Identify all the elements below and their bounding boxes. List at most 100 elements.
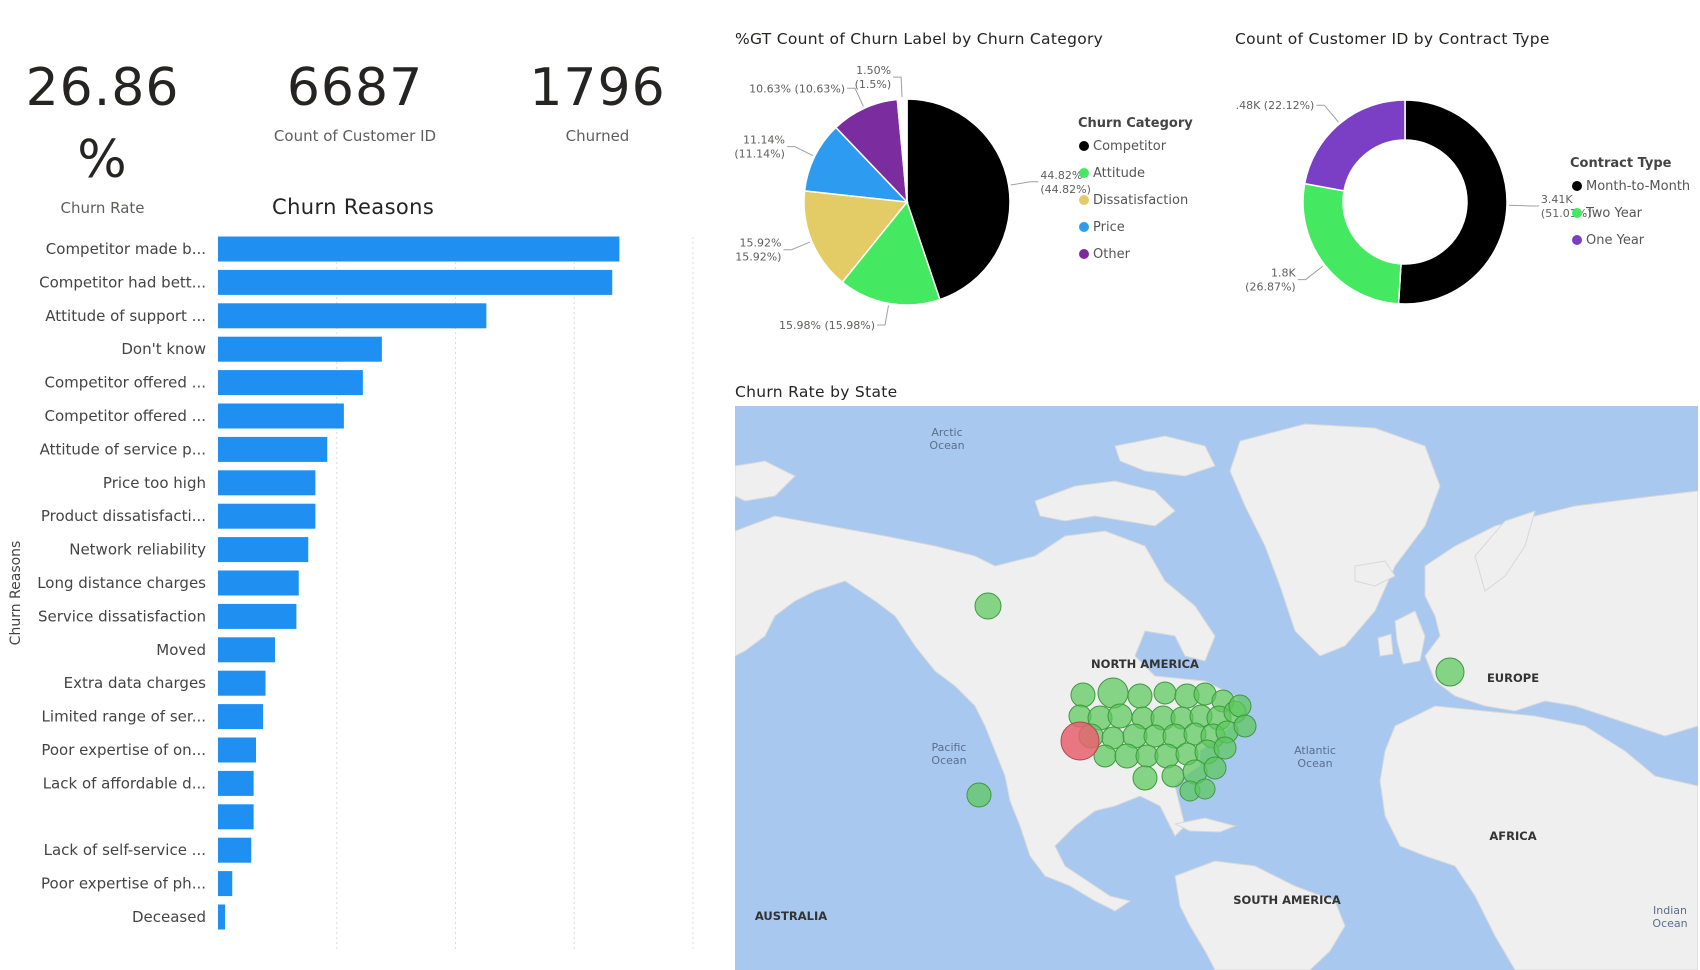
y-tick-label: Service dissatisfaction (38, 607, 206, 625)
state-bubble[interactable] (1114, 743, 1140, 769)
state-bubble[interactable] (1132, 765, 1158, 791)
pie-slice[interactable] (896, 98, 908, 203)
legend-item-label[interactable]: Month-to-Month (1586, 179, 1690, 194)
kpi-label: Count of Customer ID (273, 127, 437, 145)
bar[interactable] (218, 537, 309, 563)
churn-reasons-bar-chart: Churn Reasons Competitor made b... Compet… (8, 236, 694, 951)
legend-item-label[interactable]: One Year (1586, 233, 1645, 248)
pie-data-label: 1.50% (1.5%) (855, 64, 892, 91)
bar[interactable] (218, 336, 382, 362)
state-bubble[interactable] (1203, 756, 1227, 780)
africa-land (1379, 705, 1698, 970)
donut-slice[interactable] (1302, 182, 1402, 305)
pie-legend-title: Churn Category (1078, 116, 1193, 131)
bar[interactable] (218, 804, 254, 830)
kpi-label: Churn Rate (60, 199, 145, 217)
legend-item-label[interactable]: Other (1093, 247, 1131, 262)
bar[interactable] (218, 670, 266, 696)
state-bubble[interactable] (1435, 657, 1465, 687)
kpi-churn-rate: 26.86 % Churn Rate (10, 52, 195, 217)
map-label-europe: EUROPE (1487, 671, 1539, 685)
y-tick-label: Deceased (132, 908, 206, 926)
donut-chart-title: Count of Customer ID by Contract Type (1235, 30, 1550, 48)
map-canvas[interactable]: Arctic Ocean Pacific Ocean Atlantic Ocean Indi… (735, 406, 1698, 970)
leader-line (877, 305, 890, 326)
bar[interactable] (218, 603, 297, 629)
bar[interactable] (218, 737, 256, 763)
state-bubble[interactable] (1107, 703, 1133, 729)
state-bubble[interactable] (1070, 682, 1096, 708)
bar[interactable] (218, 637, 275, 663)
leader-line (783, 241, 811, 251)
y-tick-label: Attitude of service p... (40, 440, 206, 458)
bar[interactable] (218, 303, 487, 329)
bar[interactable] (218, 503, 316, 529)
pie-slice[interactable] (834, 98, 908, 205)
state-bubble[interactable] (1228, 694, 1252, 718)
bar[interactable] (218, 403, 344, 429)
state-bubble[interactable] (974, 592, 1002, 620)
legend-marker (1572, 181, 1582, 191)
donut-data-label: 1.48K (22.12%) (1235, 99, 1314, 112)
churn-category-pie-chart: 44.82% (44.82%) 15.98% (15.98%) 15.92% (15.9… (735, 64, 1193, 332)
churn-rate-map[interactable]: Arctic Ocean Pacific Ocean Atlantic Ocean Indi… (735, 406, 1698, 970)
state-bubble[interactable] (1194, 778, 1216, 800)
legend-item-label[interactable]: Price (1093, 220, 1125, 235)
y-tick-label: Poor expertise of ph... (41, 875, 206, 893)
y-tick-label: Competitor made b... (46, 240, 206, 258)
map-label-arctic: Arctic Ocean (929, 426, 964, 452)
bar[interactable] (218, 370, 363, 396)
legend-item-label[interactable]: Two Year (1585, 206, 1643, 221)
legend-marker (1079, 195, 1089, 205)
y-tick-label: Moved (156, 641, 206, 659)
state-bubble[interactable] (1097, 677, 1129, 709)
pie-slice[interactable] (906, 98, 1011, 301)
state-bubble[interactable] (1153, 681, 1177, 705)
donut-data-label: 1.8K (26.87%) (1245, 267, 1296, 294)
y-tick-label: Limited range of ser... (42, 708, 206, 726)
leader-line (1316, 104, 1339, 123)
map-label-australia: AUSTRALIA (755, 909, 827, 923)
state-bubble[interactable] (1233, 714, 1257, 738)
legend-item-label[interactable]: Dissatisfaction (1093, 193, 1188, 208)
bar[interactable] (218, 704, 264, 730)
y-tick-label: Attitude of support ... (45, 307, 206, 325)
bar[interactable] (218, 236, 620, 262)
bar[interactable] (218, 470, 316, 496)
north-america-land (735, 515, 1246, 912)
kpi-value: 6687 (286, 58, 424, 118)
bar[interactable] (218, 904, 226, 930)
scandinavia (1474, 510, 1536, 592)
state-bubble[interactable] (1154, 743, 1180, 769)
y-tick-label: Long distance charges (37, 574, 206, 592)
state-bubble-high[interactable] (1060, 721, 1100, 761)
legend-marker (1079, 222, 1089, 232)
bar[interactable] (218, 570, 299, 596)
y-tick-label: Lack of self-service ... (44, 841, 206, 859)
pie-data-label: 44.82% (44.82%) (1040, 169, 1091, 196)
y-tick-label: Competitor had bett... (39, 273, 206, 291)
bar[interactable] (218, 770, 254, 796)
land-masses (735, 423, 1698, 970)
bar[interactable] (218, 871, 233, 897)
state-bubble[interactable] (966, 782, 992, 808)
pie-slice[interactable] (803, 126, 909, 203)
state-bubble[interactable] (1213, 736, 1237, 760)
bar[interactable] (218, 837, 252, 863)
state-bubble[interactable] (1127, 683, 1153, 709)
legend-item-label[interactable]: Attitude (1093, 166, 1145, 181)
y-tick-label: Product dissatisfacti... (41, 507, 206, 525)
greenland (1229, 423, 1441, 657)
bar[interactable] (218, 269, 613, 295)
pie-slice[interactable] (841, 200, 941, 306)
pie-chart-title: %GT Count of Churn Label by Churn Catego… (735, 30, 1104, 48)
map-title: Churn Rate by State (735, 383, 898, 401)
pie-slice[interactable] (803, 190, 909, 284)
donut-slice[interactable] (1303, 99, 1406, 192)
donut-slice[interactable] (1397, 99, 1508, 305)
legend-item-label[interactable]: Competitor (1093, 139, 1167, 154)
state-bubble[interactable] (1161, 764, 1185, 788)
bar[interactable] (218, 436, 328, 462)
leader-line (847, 87, 864, 107)
iceland (1354, 560, 1396, 587)
